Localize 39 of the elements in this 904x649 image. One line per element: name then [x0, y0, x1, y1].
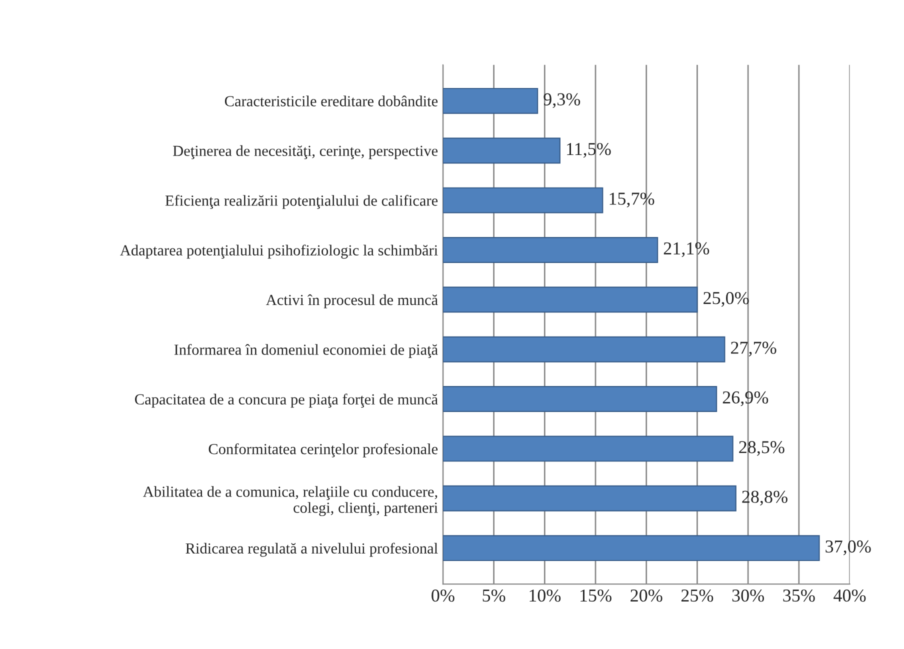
data-label: 27,7% [731, 342, 776, 356]
data-label: 28,5% [739, 441, 784, 456]
y-tick-label: Capacitatea de a concura pe piaţa forţei de muncă [135, 394, 438, 408]
bar [442, 88, 538, 114]
y-tick-label: Deţinerea de necesităţi, cerinţe, perspective [173, 145, 438, 160]
x-tick-label: 0% [432, 589, 454, 602]
x-tick-label: 25% [681, 589, 714, 602]
bar [442, 286, 698, 313]
data-label: 26,9% [722, 391, 768, 406]
bar [442, 138, 560, 164]
data-label: 11,5% [567, 142, 611, 158]
data-label: 25,0% [704, 292, 749, 307]
bar [442, 436, 734, 462]
bar [442, 237, 658, 263]
bar [442, 485, 736, 512]
x-tick-label: 40% [834, 589, 866, 602]
x-tick-label: 35% [783, 589, 815, 602]
bar [442, 386, 718, 412]
y-tick-label: Conformitatea cerinţelor profesionale [208, 443, 438, 458]
y-tick-label: Activi în procesul de muncă [266, 294, 438, 308]
y-tick-label: Informarea în domeniul economiei de piaţă [174, 344, 438, 358]
x-tick-label: 5% [482, 589, 506, 602]
x-tick-label: 30% [732, 589, 764, 602]
x-tick-label: 10% [530, 589, 561, 602]
data-label: 28,8% [742, 490, 788, 506]
bar [442, 187, 604, 214]
data-label: 9,3% [544, 93, 580, 108]
x-tick-label: 20% [630, 589, 662, 602]
data-label: 21,1% [664, 242, 710, 258]
data-label: 37,0% [826, 540, 871, 556]
x-tick-label: 15% [580, 589, 612, 602]
y-tick-label: Adaptarea potenţialului psihofiziologic la schimbări [120, 244, 438, 259]
y-tick-label: Ridicarea regulată a nivelului profesional [186, 542, 438, 557]
y-tick-label: Caracteristicile ereditare dobândite [224, 96, 438, 106]
y-tick-label: Abilitatea de a comunica, relaţiile cu conducere, colegi, clienţi, parteneri [143, 486, 438, 516]
y-tick-label: Eficienţa realizării potenţialului de calificare [165, 194, 438, 209]
bar [442, 535, 820, 562]
data-label: 15,7% [610, 192, 654, 208]
bar [442, 336, 726, 362]
